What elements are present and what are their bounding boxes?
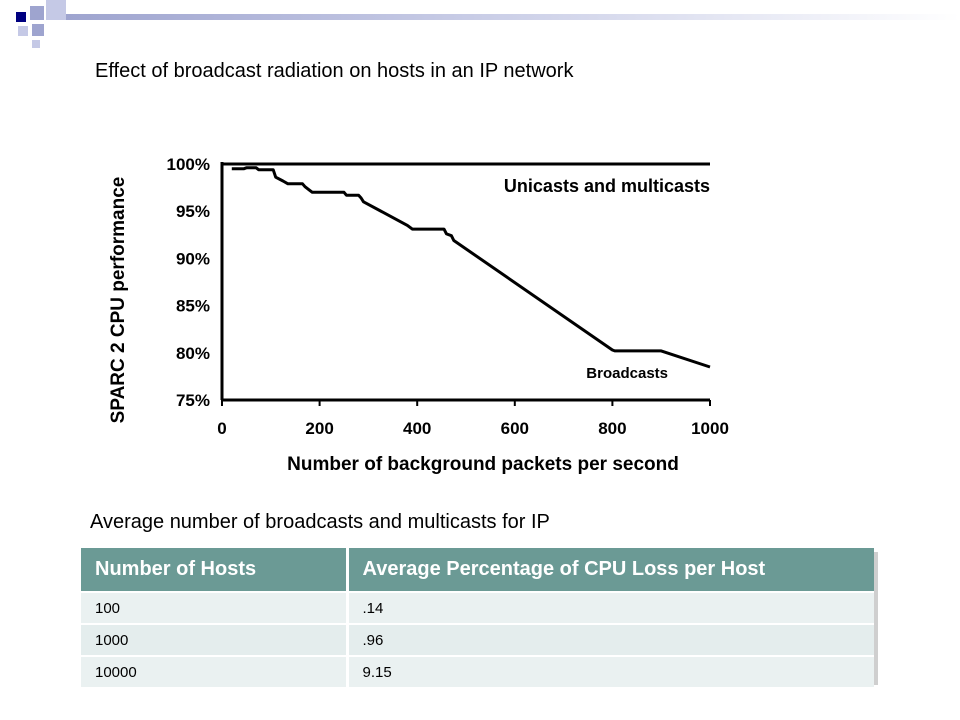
chart-plot-area: 75% 80% 85% 90% 95% 100% 0 200 400 600 800 1000 — [167, 155, 729, 438]
y-tick-label: 85% — [176, 297, 210, 316]
template-square-navy — [16, 12, 26, 22]
template-square-light — [46, 0, 66, 20]
x-tick-label: 600 — [501, 419, 529, 438]
slide-title: Effect of broadcast radiation on hosts i… — [95, 60, 574, 82]
table-header-row: Number of Hosts Average Percentage of CP… — [81, 548, 874, 592]
template-square-light-lower — [18, 26, 28, 36]
table-caption: Average number of broadcasts and multica… — [90, 511, 550, 533]
cpu-loss-table: Number of Hosts Average Percentage of CP… — [81, 548, 874, 687]
x-tick-label: 200 — [305, 419, 333, 438]
template-square-lavender — [30, 6, 44, 20]
cell-cpu-loss: 9.15 — [347, 655, 874, 687]
y-tick-label: 100% — [167, 155, 210, 174]
y-tick-label: 75% — [176, 391, 210, 410]
cell-hosts: 1000 — [81, 623, 349, 656]
table-row: 10000 9.15 — [81, 655, 874, 687]
y-tick-label: 90% — [176, 249, 210, 268]
cpu-performance-chart: SPARC 2 CPU performance Number of backgr… — [108, 155, 729, 475]
y-axis-label: SPARC 2 CPU performance — [108, 177, 129, 424]
template-square-light-bottom — [32, 40, 40, 48]
x-tick-label: 1000 — [691, 419, 729, 438]
cpu-loss-table-container: Number of Hosts Average Percentage of CP… — [81, 548, 878, 687]
x-axis-label: Number of background packets per second — [287, 454, 679, 475]
cell-cpu-loss: .14 — [347, 591, 874, 624]
cell-cpu-loss: .96 — [347, 623, 874, 656]
y-tick-label: 80% — [176, 344, 210, 363]
series-line-broadcasts — [231, 166, 711, 369]
cell-hosts: 10000 — [81, 655, 349, 687]
x-tick-label: 800 — [598, 419, 626, 438]
cell-hosts: 100 — [81, 591, 349, 624]
template-square-lavender-lower — [32, 24, 44, 36]
table-row: 1000 .96 — [81, 623, 874, 656]
y-tick-label: 95% — [176, 202, 210, 221]
x-tick-label: 0 — [217, 419, 226, 438]
series-label-broadcasts: Broadcasts — [586, 365, 668, 382]
table-row: 100 .14 — [81, 591, 874, 624]
header-number-of-hosts: Number of Hosts — [81, 548, 349, 592]
template-top-rule — [66, 14, 960, 20]
series-label-unicasts: Unicasts and multicasts — [504, 176, 710, 196]
header-average-cpu-loss: Average Percentage of CPU Loss per Host — [347, 548, 874, 592]
x-tick-label: 400 — [403, 419, 431, 438]
